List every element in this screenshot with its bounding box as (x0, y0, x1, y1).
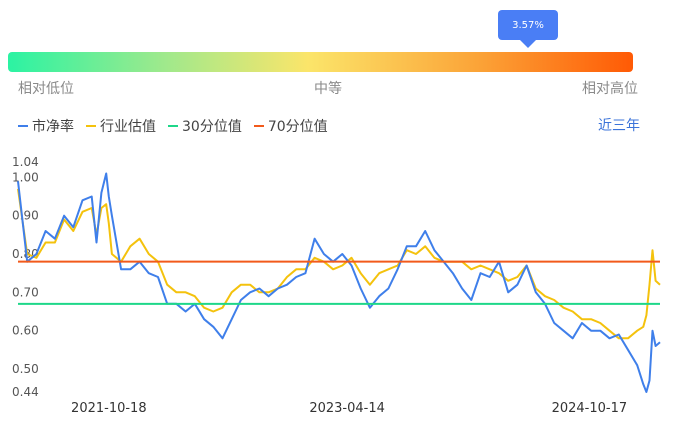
y-tick-label: 1.04 (12, 155, 39, 169)
scale-high-label: 相对高位 (582, 81, 638, 97)
percentile-label: 3.57% (512, 19, 544, 31)
y-tick-label: 1.00 (12, 170, 39, 184)
range-three-years-button[interactable]: 近三年 (598, 118, 640, 134)
legend-swatch-p70 (253, 125, 264, 127)
legend-swatch-p30 (168, 125, 178, 127)
legend-label-industry: 行业估值 (100, 119, 156, 135)
legend-label-pb: 市净率 (32, 119, 74, 135)
x-tick-label: 2023-04-14 (309, 401, 385, 416)
percentile-bubble: 3.57% (498, 10, 558, 48)
legend-swatch-pb (18, 125, 28, 127)
y-tick-label: 0.60 (12, 324, 39, 338)
y-tick-label: 0.50 (12, 362, 39, 376)
valuation-gradient-bar (8, 52, 633, 72)
chart-legend: 市净率 行业估值 30分位值 70分位值 (18, 116, 328, 136)
legend-item-p70[interactable]: 70分位值 (253, 116, 328, 136)
x-tick-label: 2021-10-18 (71, 401, 147, 416)
y-tick-label: 0.90 (12, 209, 39, 223)
legend-label-p30: 30分位值 (182, 119, 242, 135)
x-tick-label: 2024-10-17 (552, 401, 628, 416)
legend-item-p30[interactable]: 30分位值 (168, 116, 242, 136)
scale-low-label: 相对低位 (18, 81, 74, 97)
valuation-line-chart: 1.041.000.900.800.700.600.500.442021-10-… (12, 155, 661, 416)
y-tick-label: 0.70 (12, 285, 39, 299)
pb-ratio-line (17, 172, 661, 393)
industry-valuation-line (17, 188, 661, 340)
legend-item-industry[interactable]: 行业估值 (86, 116, 156, 136)
scale-mid-label: 中等 (314, 81, 342, 97)
y-tick-label: 0.44 (12, 385, 39, 399)
legend-item-pb[interactable]: 市净率 (18, 116, 74, 136)
legend-swatch-industry (86, 125, 96, 127)
legend-label-p70: 70分位值 (267, 119, 328, 135)
